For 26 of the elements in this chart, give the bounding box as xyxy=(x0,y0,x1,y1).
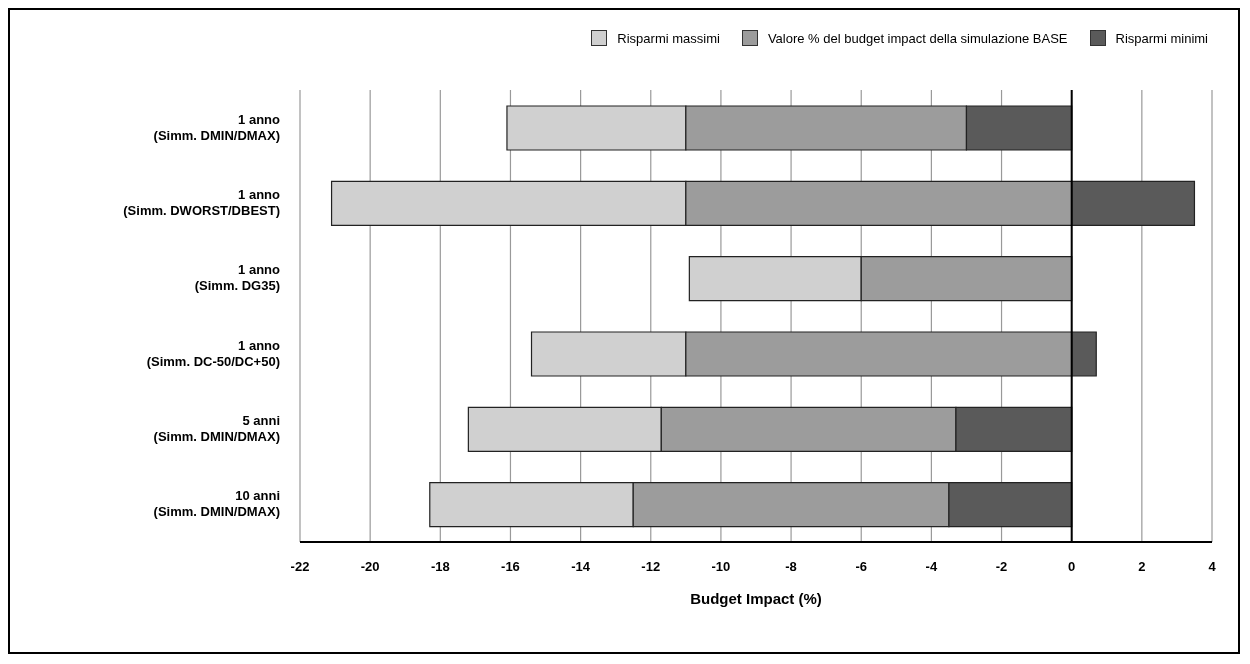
legend-label: Risparmi minimi xyxy=(1115,30,1208,46)
x-tick-label: -16 xyxy=(501,559,520,575)
x-tick-label: -6 xyxy=(855,559,868,575)
y-tick-label: 1 anno (Simm. DWORST/DBEST) xyxy=(123,187,281,218)
y-tick-label: 5 anni (Simm. DMIN/DMAX) xyxy=(153,413,280,444)
y-tick-label: 10 anni (Simm. DMIN/DMAX) xyxy=(153,488,280,520)
x-tick-label: -4 xyxy=(925,559,938,575)
x-tick-label: -22 xyxy=(290,559,310,575)
y-tick-label: 1 anno (Simm. DG35) xyxy=(194,262,281,294)
x-tick-label: -10 xyxy=(711,559,731,575)
bar xyxy=(1071,180,1196,226)
legend-label: Valore % del budget impact della simulazione BASE xyxy=(767,30,1068,46)
x-tick-label: -8 xyxy=(785,559,797,575)
x-tick-label: 2 xyxy=(1138,559,1146,575)
y-tick-label: 1 anno (Simm. DMIN/DMAX) xyxy=(153,111,281,143)
y-tick-label: 1 anno (Simm. DC-50/DC+50) xyxy=(146,337,281,369)
x-axis-title: Budget Impact (%) xyxy=(690,590,822,607)
bar xyxy=(1071,331,1097,377)
x-tick-label: 0 xyxy=(1068,559,1076,575)
x-tick-label: -18 xyxy=(430,559,450,575)
x-tick-label: -12 xyxy=(641,559,661,575)
legend-label: Risparmi massimi xyxy=(617,30,720,46)
x-tick-label: 4 xyxy=(1208,559,1217,575)
x-tick-label: -2 xyxy=(995,559,1008,575)
x-tick-label: -20 xyxy=(360,559,380,575)
x-tick-label: -14 xyxy=(571,559,591,575)
